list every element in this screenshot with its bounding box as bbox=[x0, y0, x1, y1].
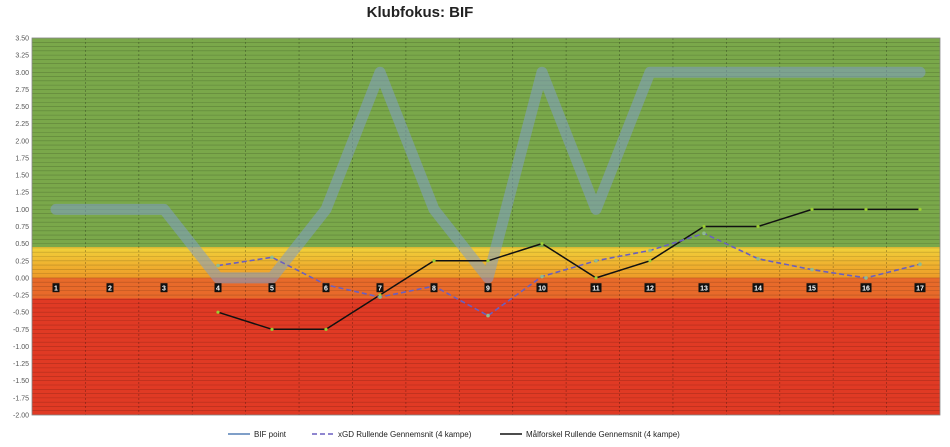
point-malforskel bbox=[324, 327, 328, 331]
y-tick-label: 0.25 bbox=[15, 258, 29, 265]
category-label: 10 bbox=[538, 286, 546, 293]
grid-lines bbox=[31, 37, 941, 416]
legend: BIF point xGD Rullende Gennemsnit (4 kamp… bbox=[228, 430, 680, 439]
y-tick-label: -0.50 bbox=[13, 310, 29, 317]
point-malforskel bbox=[756, 224, 760, 229]
category-label-box bbox=[268, 283, 276, 293]
point-xgd bbox=[216, 263, 220, 268]
point-xgd bbox=[702, 231, 706, 236]
category-label: 4 bbox=[216, 286, 220, 293]
category-label: 12 bbox=[646, 286, 654, 293]
category-label: 7 bbox=[378, 286, 382, 293]
point-malforskel bbox=[486, 259, 490, 263]
y-tick-label: 2.25 bbox=[15, 121, 29, 128]
category-label: 9 bbox=[486, 286, 490, 293]
point-xgd bbox=[810, 267, 814, 272]
category-label-box bbox=[376, 283, 384, 293]
y-tick-label: 2.00 bbox=[15, 138, 29, 145]
point-xgd bbox=[864, 276, 868, 280]
series-xgd bbox=[217, 232, 921, 317]
category-label: 8 bbox=[432, 286, 436, 293]
category-label-box bbox=[214, 283, 222, 293]
legend-label: Målforskel Rullende Gennemsnit (4 kampe) bbox=[526, 430, 680, 439]
y-tick-label: -1.50 bbox=[13, 378, 29, 385]
plot-border bbox=[31, 37, 941, 416]
category-label-box bbox=[322, 283, 330, 293]
y-tick-label: 1.25 bbox=[15, 190, 29, 197]
category-label-box bbox=[590, 283, 602, 293]
y-tick-label: -0.25 bbox=[13, 293, 29, 300]
category-label-box bbox=[644, 283, 656, 293]
point-xgd bbox=[486, 313, 490, 318]
point-xgd bbox=[594, 258, 598, 263]
category-label: 5 bbox=[270, 286, 274, 293]
category-label-box bbox=[484, 283, 492, 293]
point-xgd bbox=[540, 274, 544, 279]
category-label: 16 bbox=[862, 286, 870, 293]
point-xgd bbox=[918, 262, 922, 267]
y-tick-label: 1.75 bbox=[15, 155, 29, 162]
y-tick-label: 1.50 bbox=[15, 173, 29, 180]
category-label-box bbox=[160, 283, 168, 293]
y-tick-label: -0.75 bbox=[13, 327, 29, 334]
category-label: 13 bbox=[700, 286, 708, 293]
point-malforskel bbox=[594, 276, 598, 280]
y-tick-label: 0.00 bbox=[15, 275, 29, 282]
point-xgd bbox=[648, 248, 652, 253]
category-label-box bbox=[698, 283, 710, 293]
point-malforskel bbox=[918, 207, 922, 211]
category-label-box bbox=[752, 283, 764, 293]
y-tick-label: 3.25 bbox=[15, 53, 29, 60]
category-label-box bbox=[914, 283, 926, 293]
chart-title: Klubfokus: BIF bbox=[366, 4, 474, 21]
legend-label: BIF point bbox=[254, 430, 287, 439]
point-xgd bbox=[270, 255, 274, 260]
point-xgd bbox=[756, 256, 760, 261]
y-tick-label: 0.75 bbox=[15, 224, 29, 231]
series-malforskel bbox=[217, 208, 920, 331]
point-malforskel bbox=[648, 259, 652, 263]
point-malforskel bbox=[810, 207, 814, 211]
legend-label: xGD Rullende Gennemsnit (4 kampe) bbox=[338, 430, 472, 439]
y-tick-label: -1.25 bbox=[13, 361, 29, 368]
point-xgd bbox=[378, 295, 382, 299]
point-malforskel bbox=[540, 242, 544, 246]
category-label-box bbox=[860, 283, 872, 293]
y-tick-label: 3.00 bbox=[15, 70, 29, 77]
series-bif-point bbox=[50, 66, 926, 284]
category-label: 6 bbox=[324, 286, 328, 293]
category-label: 11 bbox=[592, 286, 600, 293]
category-label: 1 bbox=[54, 286, 58, 293]
y-tick-label: 1.00 bbox=[15, 207, 29, 214]
y-tick-label: -1.75 bbox=[13, 395, 29, 402]
point-malforskel bbox=[270, 327, 274, 331]
category-label: 14 bbox=[754, 286, 762, 293]
category-labels: 1 2 3 4 5 6 7 8 9 10 11 12 13 14 15 16 17 bbox=[52, 283, 926, 293]
y-tick-label: 2.50 bbox=[15, 104, 29, 111]
y-tick-label: 3.50 bbox=[15, 36, 29, 43]
point-malforskel bbox=[216, 310, 220, 314]
point-malforskel bbox=[702, 224, 706, 229]
category-label-box bbox=[536, 283, 548, 293]
y-tick-label: 2.75 bbox=[15, 87, 29, 94]
category-label: 15 bbox=[808, 286, 816, 293]
point-malforskel bbox=[864, 207, 868, 211]
point-malforskel bbox=[432, 259, 436, 263]
category-label: 2 bbox=[108, 286, 112, 293]
category-label-box bbox=[430, 283, 438, 293]
category-label-box bbox=[806, 283, 818, 293]
category-label: 17 bbox=[916, 286, 924, 293]
y-axis-ticks: 3.50 3.25 3.00 2.75 2.50 2.25 2.00 1.75 1.50 1.25… bbox=[13, 36, 29, 420]
y-tick-label: -1.00 bbox=[13, 344, 29, 351]
category-label: 3 bbox=[162, 286, 166, 293]
category-label-box bbox=[52, 283, 60, 293]
y-tick-label: -2.00 bbox=[13, 413, 29, 420]
y-tick-label: 0.50 bbox=[15, 241, 29, 248]
category-label-box bbox=[106, 283, 114, 293]
